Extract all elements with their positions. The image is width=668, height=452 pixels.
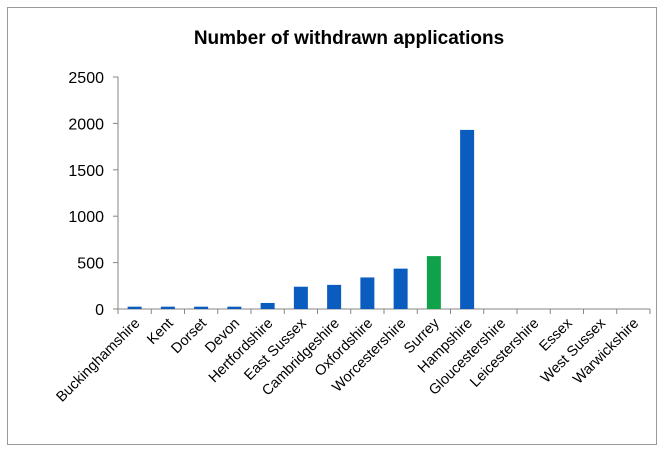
x-axis: [117, 308, 651, 314]
bar-buckinghamshire: [127, 306, 142, 309]
bar-cambridgeshire: [327, 284, 342, 309]
x-tick-label: Buckinghamshire: [53, 316, 143, 406]
bar-worcestershire: [393, 268, 408, 309]
bar-east-sussex: [293, 286, 308, 309]
y-tick-label: 2500: [68, 70, 104, 87]
bar-devon: [227, 306, 242, 309]
y-tick-label: 1500: [68, 163, 104, 180]
y-tick-label: 500: [77, 256, 104, 273]
y-tick-label: 1000: [68, 209, 104, 226]
bar-hampshire: [460, 129, 475, 309]
y-tick-label: 0: [95, 302, 104, 319]
bar-hertfordshire: [260, 302, 275, 309]
chart-frame: [7, 7, 657, 445]
bar-dorset: [194, 306, 209, 309]
bar-surrey: [426, 256, 441, 309]
x-tick-labels: Buckinghamshire KentDorsetDevonHertfordsh…: [53, 315, 642, 405]
chart-title: Number of withdrawn applications: [194, 28, 504, 49]
y-axis: 0 500 1000 1500 2000 2500: [68, 70, 119, 319]
y-tick-label: 2000: [68, 116, 104, 133]
bar-kent: [160, 306, 175, 309]
bar-oxfordshire: [360, 277, 375, 309]
bar-series: [127, 129, 475, 309]
x-tick-label: Dorset: [168, 316, 210, 358]
